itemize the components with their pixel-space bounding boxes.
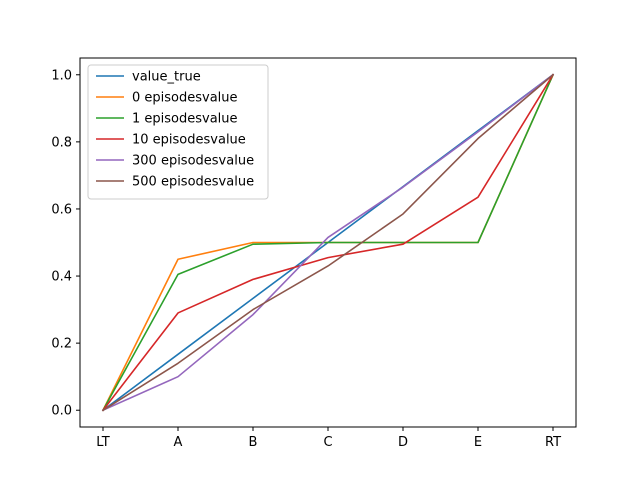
- legend-entry-label: value_true: [132, 70, 201, 85]
- legend-entry-label: 300 episodesvalue: [132, 154, 254, 169]
- legend-entry-label: 1 episodesvalue: [132, 112, 238, 127]
- y-tick-label: 0.8: [51, 135, 72, 150]
- series-line-5: [101, 73, 555, 412]
- plot-frame: [79, 57, 577, 428]
- x-tick-label: A: [174, 435, 183, 450]
- series-lines: [101, 73, 555, 412]
- legend-box: [87, 64, 269, 200]
- x-tick-label: D: [398, 435, 408, 450]
- x-tick-label: E: [474, 435, 482, 450]
- series-line-2: [101, 73, 555, 412]
- y-tick-label: 0.2: [51, 337, 72, 352]
- series-line-3: [101, 73, 555, 412]
- x-tick-label: LT: [96, 435, 109, 450]
- legend-entry-label: 500 episodesvalue: [132, 175, 254, 190]
- y-axis: 0.0 0.2 0.4 0.6 0.8 1.0: [51, 68, 80, 419]
- legend: value_true 0 episodesvalue 1 episodesvalue…: [87, 64, 269, 200]
- x-axis: LT A B C D E RT: [96, 427, 561, 450]
- legend-entry-label: 10 episodesvalue: [132, 133, 246, 148]
- y-tick-label: 0.4: [51, 270, 72, 285]
- y-tick-label: 0.0: [51, 404, 72, 419]
- legend-entry-label: 0 episodesvalue: [132, 91, 238, 106]
- x-tick-label: B: [249, 435, 258, 450]
- y-tick-label: 1.0: [51, 68, 72, 83]
- x-tick-label: C: [323, 435, 332, 450]
- y-tick-label: 0.6: [51, 202, 72, 217]
- x-tick-label: RT: [545, 435, 561, 450]
- series-line-4: [101, 73, 555, 412]
